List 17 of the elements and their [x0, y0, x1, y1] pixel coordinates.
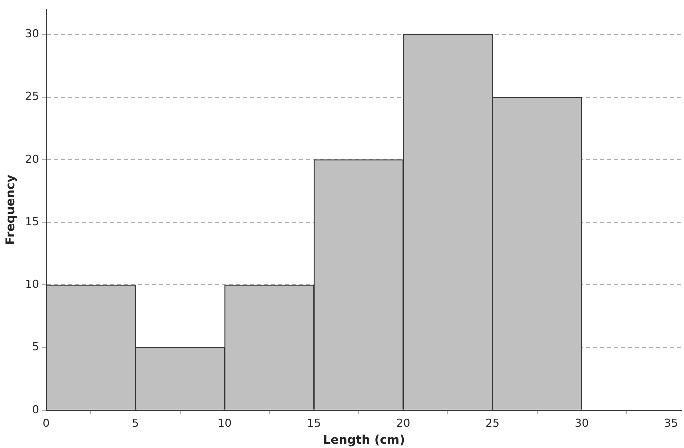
x-tick-label: 0 — [42, 416, 50, 430]
y-tick-label: 15 — [25, 215, 40, 228]
x-axis-title: Length (cm) — [323, 432, 406, 447]
x-tick-label: 25 — [486, 416, 500, 430]
y-axis-title: Frequency — [3, 174, 18, 246]
x-tick-label: 30 — [575, 416, 590, 430]
y-tick-label: 20 — [25, 152, 40, 166]
y-tick-label: 0 — [32, 403, 40, 416]
x-tick-label: 15 — [307, 416, 322, 430]
y-tick-label: 30 — [25, 28, 40, 41]
x-tick-label: 35 — [664, 416, 678, 430]
x-tick-label: 5 — [132, 416, 140, 430]
x-tick-label: 10 — [218, 416, 232, 430]
y-tick-label: 10 — [25, 278, 40, 292]
y-tick-label: 5 — [32, 340, 40, 354]
x-tick-label: 20 — [396, 416, 410, 430]
y-tick-label: 25 — [25, 90, 40, 104]
